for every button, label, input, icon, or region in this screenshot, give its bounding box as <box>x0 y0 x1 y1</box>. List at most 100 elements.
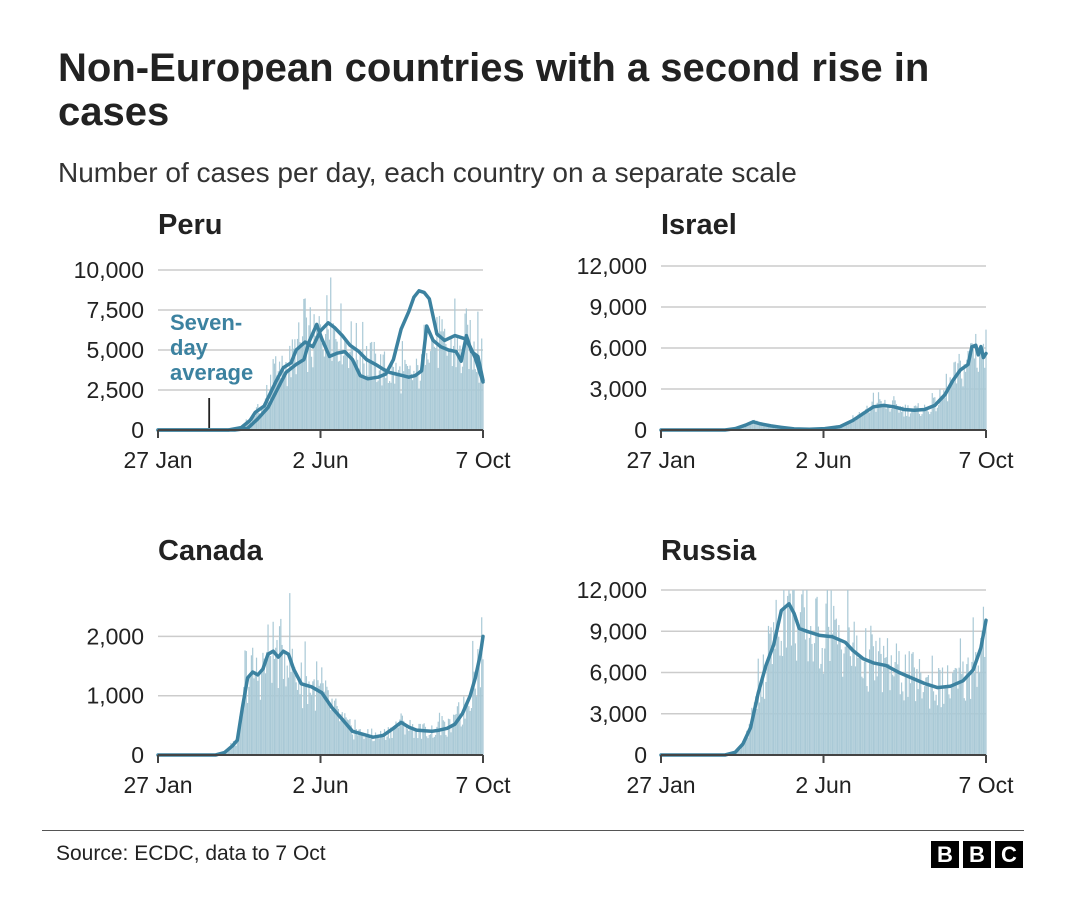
daily-bar-peru <box>435 348 437 430</box>
daily-bar-israel <box>893 396 895 430</box>
daily-bar-russia <box>912 652 914 755</box>
daily-bar-israel <box>962 386 964 430</box>
daily-bar-canada <box>363 739 365 755</box>
daily-bar-canada <box>459 713 461 755</box>
daily-bar-russia <box>865 628 867 755</box>
daily-bar-israel <box>760 423 762 430</box>
daily-bar-canada <box>445 734 447 755</box>
daily-bar-canada <box>299 694 301 755</box>
daily-bar-peru <box>441 319 443 430</box>
daily-bar-israel <box>961 378 963 430</box>
daily-bar-canada <box>365 734 368 755</box>
daily-bar-peru <box>304 298 306 430</box>
daily-bar-israel <box>770 425 772 430</box>
daily-bar-russia <box>871 634 873 755</box>
daily-bar-israel <box>744 425 747 430</box>
daily-bar-russia <box>762 654 764 755</box>
daily-bar-russia <box>902 691 904 755</box>
daily-bar-peru <box>367 375 369 430</box>
daily-bar-peru <box>318 316 320 430</box>
daily-bar-canada <box>285 686 287 755</box>
daily-bar-israel <box>934 397 936 430</box>
seven-day-average-line-peru-1 <box>156 289 485 432</box>
daily-bar-israel <box>948 385 950 430</box>
daily-bar-israel <box>973 358 976 430</box>
daily-bar-israel <box>836 427 839 430</box>
daily-bar-peru <box>372 380 374 430</box>
daily-bar-canada <box>435 734 437 755</box>
daily-bar-russia <box>739 749 741 755</box>
daily-bar-russia <box>949 698 951 755</box>
daily-bar-russia <box>770 627 772 755</box>
daily-bar-russia <box>940 707 942 755</box>
daily-bar-canada <box>369 738 372 755</box>
panel-title-russia: Russia <box>661 535 757 567</box>
daily-bar-canada <box>383 729 386 755</box>
chart-subtitle: Number of cases per day, each country on… <box>58 157 797 188</box>
daily-bar-canada <box>339 721 341 755</box>
daily-bar-russia <box>948 694 950 755</box>
daily-bar-peru <box>364 376 366 430</box>
daily-bar-peru <box>317 329 319 430</box>
daily-bar-russia <box>945 688 947 755</box>
daily-bar-russia <box>884 657 886 755</box>
daily-bar-russia <box>751 707 753 755</box>
daily-bar-israel <box>845 423 848 430</box>
daily-bar-peru <box>363 363 365 430</box>
daily-bar-israel <box>950 381 953 430</box>
daily-bar-israel <box>746 425 748 430</box>
daily-bar-russia <box>927 675 930 755</box>
daily-bar-israel <box>898 412 900 430</box>
daily-bar-canada <box>388 738 391 755</box>
daily-bar-peru <box>332 323 334 430</box>
daily-bar-peru <box>349 352 351 430</box>
daily-bar-russia <box>872 646 875 755</box>
daily-bar-russia <box>819 668 821 755</box>
daily-bar-israel <box>867 412 869 430</box>
daily-bar-peru <box>289 345 291 430</box>
daily-bar-russia <box>888 663 890 755</box>
daily-bar-russia <box>915 701 917 755</box>
daily-bar-israel <box>871 401 873 430</box>
daily-bar-canada <box>424 726 427 755</box>
daily-bar-peru <box>310 356 313 430</box>
daily-bar-russia <box>838 625 840 755</box>
daily-bar-canada <box>357 735 359 755</box>
daily-bar-russia <box>760 682 762 755</box>
daily-bar-canada <box>417 738 419 755</box>
daily-bar-russia <box>816 596 818 755</box>
daily-bar-russia <box>929 708 931 755</box>
daily-bar-israel <box>848 421 850 430</box>
daily-bar-canada <box>336 706 338 755</box>
daily-bar-canada <box>412 724 414 755</box>
daily-bar-canada <box>264 673 267 755</box>
daily-bar-israel <box>847 424 849 430</box>
daily-bar-peru <box>313 314 315 430</box>
daily-bar-israel <box>985 329 987 430</box>
daily-bar-peru <box>296 338 299 430</box>
daily-bar-canada <box>419 723 421 755</box>
daily-bar-canada <box>240 707 242 755</box>
daily-bar-russia <box>950 686 953 755</box>
daily-bar-peru <box>267 395 269 430</box>
daily-bar-peru <box>386 372 388 430</box>
daily-bar-russia <box>894 661 896 755</box>
daily-bar-canada <box>351 734 354 755</box>
daily-bar-israel <box>915 405 917 430</box>
daily-bar-russia <box>810 626 812 755</box>
daily-bar-israel <box>982 343 985 430</box>
daily-bar-russia <box>952 672 954 755</box>
daily-bar-canada <box>348 720 350 755</box>
daily-bar-canada <box>234 744 236 755</box>
daily-bar-russia <box>909 683 912 755</box>
daily-bar-russia <box>936 705 938 755</box>
daily-bar-peru <box>420 354 423 430</box>
daily-bar-russia <box>959 638 962 755</box>
daily-bar-canada <box>245 651 247 755</box>
daily-bar-peru <box>428 362 430 430</box>
daily-bar-canada <box>353 739 355 755</box>
daily-bar-russia <box>867 691 869 755</box>
daily-bar-russia <box>890 655 892 755</box>
daily-bar-russia <box>968 672 970 755</box>
